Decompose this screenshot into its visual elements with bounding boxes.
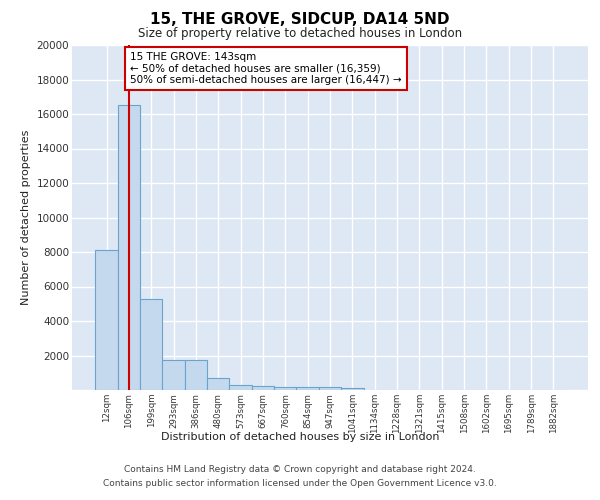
Bar [274,386,296,390]
Bar [118,106,140,390]
Bar [163,360,185,390]
Bar [140,298,163,390]
Bar [207,378,229,390]
Text: Size of property relative to detached houses in London: Size of property relative to detached ho… [138,28,462,40]
Bar [341,388,364,390]
Bar [252,386,274,390]
Bar [185,360,207,390]
Text: 15, THE GROVE, SIDCUP, DA14 5ND: 15, THE GROVE, SIDCUP, DA14 5ND [150,12,450,28]
Text: Contains HM Land Registry data © Crown copyright and database right 2024.
Contai: Contains HM Land Registry data © Crown c… [103,466,497,487]
Bar [95,250,118,390]
Y-axis label: Number of detached properties: Number of detached properties [21,130,31,305]
Bar [229,385,252,390]
Text: Distribution of detached houses by size in London: Distribution of detached houses by size … [161,432,439,442]
Text: 15 THE GROVE: 143sqm
← 50% of detached houses are smaller (16,359)
50% of semi-d: 15 THE GROVE: 143sqm ← 50% of detached h… [130,52,402,85]
Bar [296,387,319,390]
Bar [319,388,341,390]
